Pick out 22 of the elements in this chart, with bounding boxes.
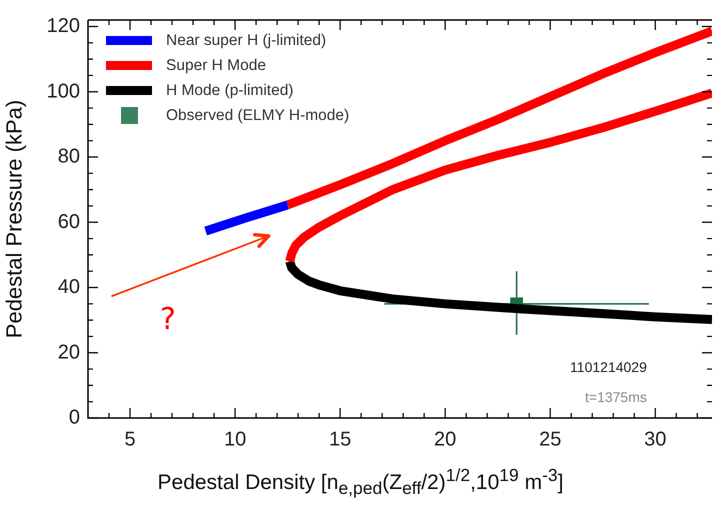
y-tick-label: 0 <box>68 406 80 429</box>
legend-label: Near super H (j-limited) <box>166 32 326 50</box>
legend-label: Observed (ELMY H-mode) <box>166 106 350 124</box>
x-tick-label: 30 <box>644 428 666 451</box>
x-tick-label: 15 <box>328 428 352 451</box>
x-tick-label: 25 <box>539 428 562 451</box>
x-tick-label: 20 <box>434 428 456 451</box>
y-tick-label: 100 <box>46 80 80 102</box>
annotation: ? <box>160 302 176 338</box>
y-axis-title: Pedestal Pressure (kPa) <box>1 100 26 338</box>
annotation: 1101214029 <box>570 359 647 376</box>
text: Pedestal Density [n$_{e,ped}$(Z$_{eff}$/2)$^{1/2}$,10$^{19}$ m$^{-3}$] <box>158 465 564 498</box>
y-tick-label: 120 <box>46 15 80 38</box>
y-tick-label: 20 <box>58 341 80 364</box>
y-tick-label: 60 <box>58 210 80 233</box>
legend-label: H Mode (p-limited) <box>166 82 294 100</box>
y-tick-label: 40 <box>58 276 80 298</box>
y-tick-label: 80 <box>58 146 80 168</box>
x-tick-label: 5 <box>124 428 136 451</box>
annotation: t=1375ms <box>585 388 647 405</box>
legend-label: Super H Mode <box>166 56 266 74</box>
x-tick-label: 10 <box>224 428 246 451</box>
